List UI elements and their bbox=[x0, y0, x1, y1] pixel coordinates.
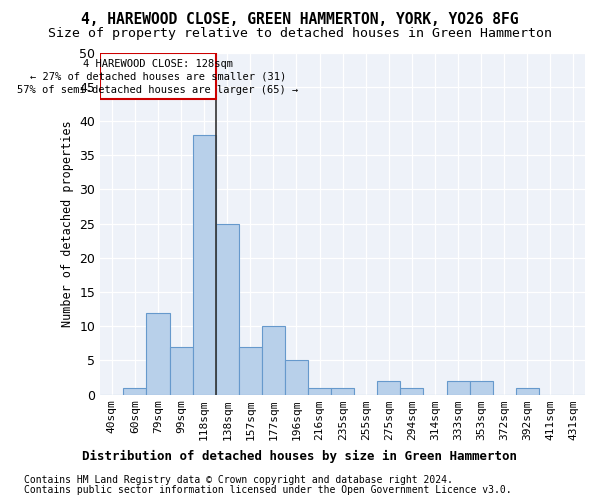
Bar bbox=[331, 388, 354, 394]
Text: Contains HM Land Registry data © Crown copyright and database right 2024.: Contains HM Land Registry data © Crown c… bbox=[24, 475, 453, 485]
Bar bbox=[446, 381, 470, 394]
Text: 4, HAREWOOD CLOSE, GREEN HAMMERTON, YORK, YO26 8FG: 4, HAREWOOD CLOSE, GREEN HAMMERTON, YORK… bbox=[81, 12, 519, 28]
Bar bbox=[400, 388, 424, 394]
Text: ← 27% of detached houses are smaller (31): ← 27% of detached houses are smaller (31… bbox=[30, 72, 286, 82]
Text: Size of property relative to detached houses in Green Hammerton: Size of property relative to detached ho… bbox=[48, 28, 552, 40]
Text: Distribution of detached houses by size in Green Hammerton: Distribution of detached houses by size … bbox=[83, 450, 517, 463]
Bar bbox=[215, 224, 239, 394]
Bar bbox=[262, 326, 285, 394]
Bar bbox=[308, 388, 331, 394]
Text: 57% of semi-detached houses are larger (65) →: 57% of semi-detached houses are larger (… bbox=[17, 84, 299, 94]
Text: 4 HAREWOOD CLOSE: 128sqm: 4 HAREWOOD CLOSE: 128sqm bbox=[83, 60, 233, 70]
Bar bbox=[470, 381, 493, 394]
FancyBboxPatch shape bbox=[100, 52, 215, 99]
Bar bbox=[285, 360, 308, 394]
Bar bbox=[124, 388, 146, 394]
Y-axis label: Number of detached properties: Number of detached properties bbox=[61, 120, 74, 327]
Bar bbox=[170, 346, 193, 395]
Bar bbox=[239, 346, 262, 395]
Bar bbox=[193, 134, 215, 394]
Text: Contains public sector information licensed under the Open Government Licence v3: Contains public sector information licen… bbox=[24, 485, 512, 495]
Bar bbox=[516, 388, 539, 394]
Bar bbox=[146, 312, 170, 394]
Bar bbox=[377, 381, 400, 394]
